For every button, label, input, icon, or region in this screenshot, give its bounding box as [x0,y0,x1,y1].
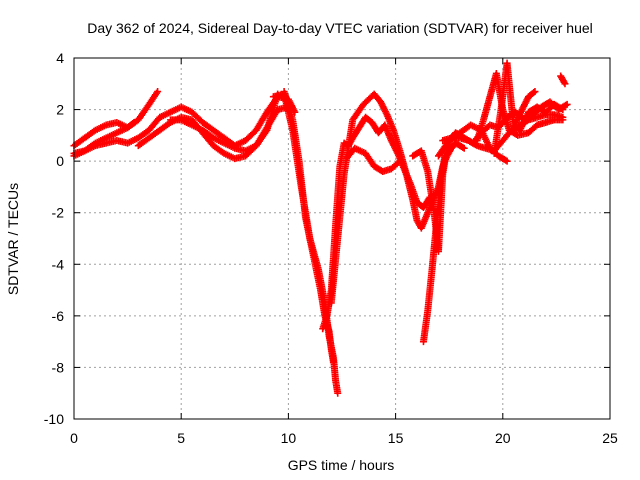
x-tick-label: 25 [602,430,618,446]
y-tick-label: -6 [52,308,65,324]
data-point [503,157,511,165]
data-series-track [327,90,468,307]
data-series-track [490,59,567,157]
y-tick-label: 4 [56,50,64,66]
data-point [154,88,162,96]
data-point [329,358,337,366]
y-tick-label: -10 [44,411,64,427]
x-tick-label: 0 [70,430,78,446]
data-point [559,116,567,124]
data-point [563,100,571,108]
data-point-interp [562,101,570,109]
x-tick-label: 5 [177,430,185,446]
y-tick-label: -4 [52,256,65,272]
data-series-track [557,72,569,88]
data-series-track [280,88,337,366]
data-series-track [342,144,404,175]
data-point-interp [502,156,510,164]
axis-ticks: 0 5 10 15 20 25 -10 -8 -6 -4 -2 0 2 4 [44,50,618,446]
data-point-interp [557,105,565,113]
y-tick-label: -8 [52,359,65,375]
data-point [334,389,342,397]
y-tick-label: -2 [52,205,65,221]
data-point-interp [472,141,480,149]
data-series-track [419,152,449,346]
data-series-track [512,88,539,126]
data-point-interp [394,158,402,166]
plot-frame [73,57,611,420]
x-tick-label: 20 [495,430,511,446]
data-point [396,157,404,165]
data-point [441,152,449,160]
data-series [70,59,571,397]
data-point [460,144,468,152]
y-tick-label: 2 [56,102,64,118]
data-point [561,80,569,88]
data-point [130,118,138,126]
y-tick-label: 0 [56,153,64,169]
x-tick-label: 10 [281,430,297,446]
x-axis-label: GPS time / hours [288,457,395,473]
y-axis-label: SDTVAR / TECUs [5,183,21,295]
chart-title: Day 362 of 2024, Sidereal Day-to-day VTE… [87,20,593,36]
data-point [531,88,539,96]
data-point [559,106,567,114]
data-point-interp [459,143,467,151]
x-tick-label: 15 [388,430,404,446]
data-point-interp [530,89,538,97]
data-point-interp [129,119,137,127]
